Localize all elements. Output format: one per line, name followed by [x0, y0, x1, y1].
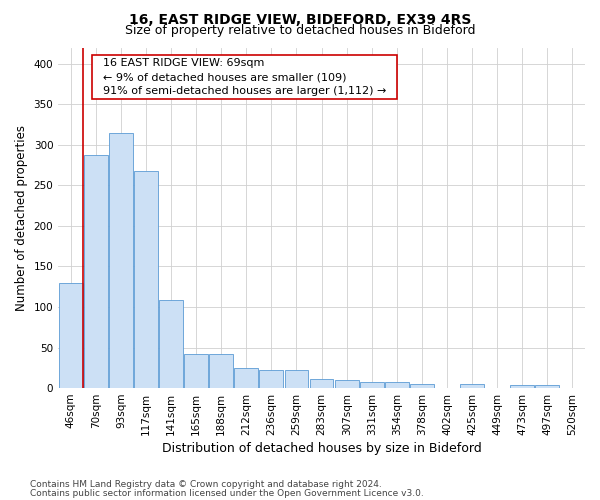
Bar: [134, 171, 158, 388]
Text: Contains HM Land Registry data © Crown copyright and database right 2024.: Contains HM Land Registry data © Crown c…: [30, 480, 382, 489]
Bar: [460, 384, 484, 388]
Text: Size of property relative to detached houses in Bideford: Size of property relative to detached ho…: [125, 24, 475, 37]
Bar: [259, 370, 283, 388]
Bar: [209, 354, 233, 388]
Bar: [235, 368, 258, 388]
Bar: [159, 300, 183, 388]
Bar: [535, 385, 559, 388]
Bar: [511, 385, 534, 388]
Bar: [84, 154, 108, 388]
Bar: [360, 382, 383, 388]
Text: Contains public sector information licensed under the Open Government Licence v3: Contains public sector information licen…: [30, 488, 424, 498]
Bar: [284, 370, 308, 388]
Bar: [410, 384, 434, 388]
Bar: [184, 354, 208, 388]
Text: 16, EAST RIDGE VIEW, BIDEFORD, EX39 4RS: 16, EAST RIDGE VIEW, BIDEFORD, EX39 4RS: [129, 12, 471, 26]
Bar: [59, 282, 83, 388]
Bar: [310, 379, 334, 388]
Bar: [109, 132, 133, 388]
Bar: [385, 382, 409, 388]
Text: 16 EAST RIDGE VIEW: 69sqm  
  ← 9% of detached houses are smaller (109)  
  91% : 16 EAST RIDGE VIEW: 69sqm ← 9% of detach…: [96, 58, 393, 96]
Bar: [335, 380, 359, 388]
X-axis label: Distribution of detached houses by size in Bideford: Distribution of detached houses by size …: [162, 442, 481, 455]
Y-axis label: Number of detached properties: Number of detached properties: [15, 125, 28, 311]
